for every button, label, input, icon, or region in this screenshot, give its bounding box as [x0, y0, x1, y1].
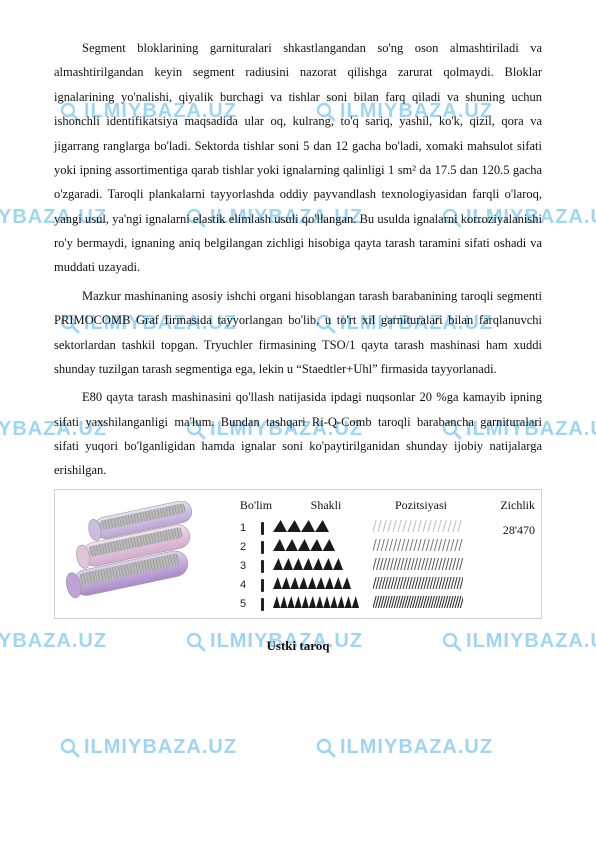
figure-header-row: Bo'lim Shakli Pozitsiyasi Zichlik: [231, 494, 535, 517]
row-position: [369, 592, 469, 616]
row-bar: [255, 598, 269, 611]
comb-shape-icon: [273, 538, 335, 551]
comb-shape-icon: [273, 519, 329, 532]
col-header-bolim: Bo'lim: [231, 494, 281, 517]
zichlik-value: 28'470: [475, 519, 535, 542]
row-bar: [255, 579, 269, 592]
comb-shape-icon: [273, 576, 351, 589]
row-bar: [255, 522, 269, 535]
col-header-shakli: Shakli: [281, 494, 371, 517]
product-illustration: [61, 501, 219, 606]
comb-shape-icon: [273, 557, 343, 570]
paragraph: E80 qayta tarash mashinasini qo'llash na…: [54, 385, 542, 483]
watermark: ILMIYBAZA.UZ: [316, 736, 493, 759]
hatch-pattern-icon: [373, 577, 463, 589]
figure-table: Bo'lim Shakli Pozitsiyasi Zichlik 12345 …: [54, 489, 542, 619]
figure-caption: Ustki taroq: [54, 633, 542, 658]
paragraph: Mazkur mashinaning asosiy ishchi organi …: [54, 284, 542, 382]
magnifier-icon: [60, 738, 80, 758]
watermark: ILMIYBAZA.UZ: [60, 736, 237, 759]
row-bar: [255, 541, 269, 554]
row-shape: [269, 592, 369, 616]
hatch-pattern-icon: [373, 596, 463, 608]
hatch-pattern-icon: [373, 558, 463, 570]
col-header-zichlik: Zichlik: [475, 494, 535, 517]
page-content: Segment bloklarining garnituralari shkas…: [0, 0, 596, 688]
figure-image-cell: [55, 490, 225, 618]
figure-rows: 12345: [231, 519, 475, 614]
hatch-pattern-icon: [373, 539, 463, 551]
col-header-pozitsiyasi: Pozitsiyasi: [371, 494, 471, 517]
row-number: 5: [231, 594, 255, 615]
table-row: 5: [231, 595, 475, 614]
magnifier-icon: [316, 738, 336, 758]
comb-shape-icon: [273, 595, 359, 608]
row-bar: [255, 560, 269, 573]
hatch-pattern-icon: [373, 520, 463, 532]
paragraph: Segment bloklarining garnituralari shkas…: [54, 36, 542, 280]
figure-data-cell: Bo'lim Shakli Pozitsiyasi Zichlik 12345 …: [225, 490, 541, 618]
